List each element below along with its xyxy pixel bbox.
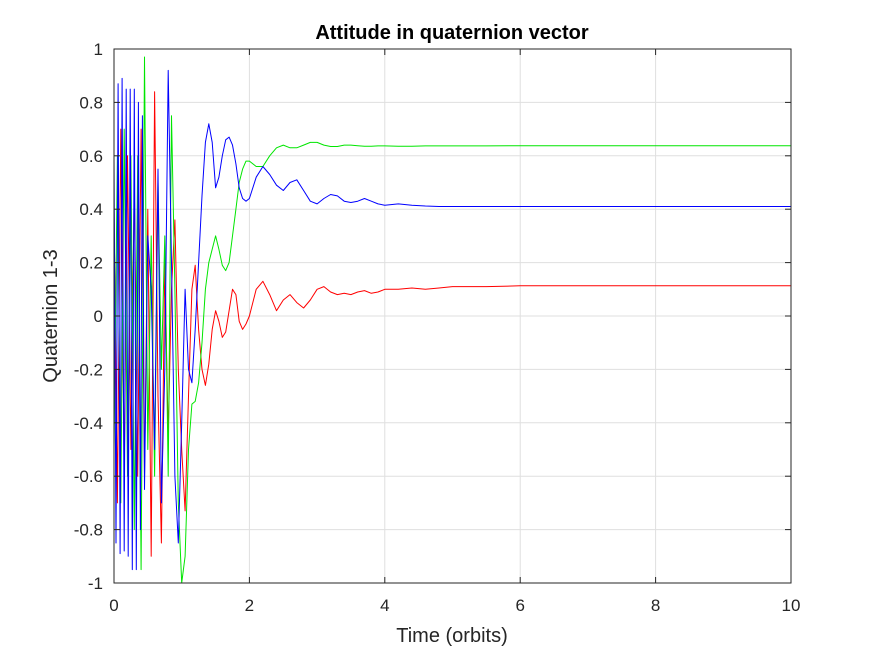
y-tick-label: 0.2	[79, 254, 103, 273]
y-tick-label: 0.4	[79, 200, 103, 219]
x-axis-label: Time (orbits)	[396, 625, 507, 647]
tick-marks	[113, 48, 792, 584]
x-tick-label: 2	[245, 596, 254, 615]
chart-title: Attitude in quaternion vector	[315, 22, 589, 44]
y-tick-label: 0.6	[79, 147, 103, 166]
y-tick-label: -0.6	[74, 467, 103, 486]
plot-area: 0 2 4 6 8 10 1 0.8 0.6 0.4 0.2 0 -0.2 -0.4 -0.6 -0.8 -1	[74, 40, 801, 615]
series-lines	[113, 56, 791, 584]
x-tick-labels: 0 2 4 6 8 10	[109, 596, 800, 615]
x-tick-label: 0	[109, 596, 118, 615]
y-tick-label: 1	[94, 40, 103, 59]
y-tick-label: 0	[94, 307, 103, 326]
series-line-3	[113, 69, 791, 571]
y-tick-label: -1	[88, 574, 103, 593]
x-tick-label: 6	[515, 596, 524, 615]
y-tick-label: -0.8	[74, 521, 103, 540]
series-line-1	[113, 91, 791, 557]
y-tick-label: -0.2	[74, 360, 103, 379]
y-axis-label: Quaternion 1-3	[40, 249, 62, 382]
y-tick-label: -0.4	[74, 414, 103, 433]
y-tick-label: 0.8	[79, 93, 103, 112]
x-tick-label: 4	[380, 596, 389, 615]
y-tick-labels: 1 0.8 0.6 0.4 0.2 0 -0.2 -0.4 -0.6 -0.8 -1	[74, 40, 103, 593]
x-tick-label: 8	[651, 596, 660, 615]
x-tick-label: 10	[782, 596, 801, 615]
